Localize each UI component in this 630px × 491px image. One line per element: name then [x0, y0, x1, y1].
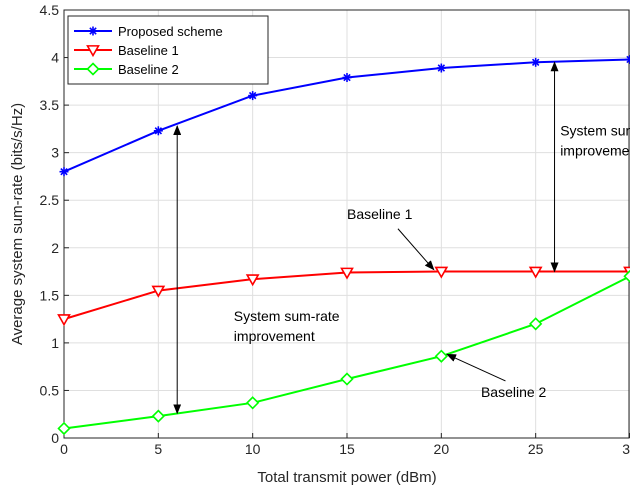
data-point — [153, 126, 163, 136]
legend-swatch-marker — [86, 62, 100, 76]
legend-entry-2: Baseline 1 — [74, 43, 179, 58]
annotation-text: Baseline 1 — [347, 206, 413, 222]
y-tick-label: 3 — [51, 145, 59, 161]
x-tick-label: 25 — [528, 441, 544, 457]
annotation-4: Baseline 2 — [446, 353, 547, 400]
y-tick-label: 0.5 — [40, 382, 60, 398]
x-axis-label: Total transmit power (dBm) — [257, 469, 436, 486]
data-point — [340, 267, 354, 280]
data-point — [529, 317, 543, 331]
data-point — [528, 266, 543, 279]
data-point — [59, 167, 69, 177]
data-point — [625, 54, 630, 64]
y-tick-label: 4.5 — [40, 2, 60, 18]
data-point — [436, 63, 446, 73]
x-tick-label: 30 — [622, 441, 630, 457]
annotation-text: improvement — [560, 143, 630, 159]
data-point — [57, 314, 71, 327]
annotation-arrow — [446, 353, 506, 382]
data-point — [151, 285, 166, 298]
data-point — [531, 57, 541, 67]
data-point — [248, 91, 258, 101]
legend-entry-1: Proposed scheme — [74, 24, 223, 39]
annotation-arrow — [397, 228, 435, 271]
x-tick-label: 10 — [245, 441, 261, 457]
y-tick-label: 0 — [51, 430, 59, 446]
annotation-text: System sum-rate — [560, 123, 630, 139]
annotation-text: Baseline 2 — [481, 384, 547, 400]
x-tick-label: 20 — [434, 441, 450, 457]
legend-label: Baseline 1 — [118, 43, 179, 58]
data-point — [57, 421, 71, 436]
legend-label: Proposed scheme — [118, 24, 223, 39]
annotation-text: improvement — [234, 328, 315, 344]
series-layer — [57, 54, 630, 436]
annotation-layer: System sum-rate improvement Baseline 1 Syst… — [173, 61, 630, 415]
plot-frame — [63, 9, 630, 439]
data-point — [151, 409, 165, 423]
y-tick-label: 4 — [51, 50, 59, 66]
annotation-3: System sum-rate improvement — [173, 125, 340, 415]
y-tick-label: 2 — [51, 240, 59, 256]
series-1 — [59, 54, 630, 177]
legend-swatch-marker — [86, 45, 100, 58]
annotation-text: System sum-rate — [234, 308, 340, 324]
x-tick-label: 5 — [154, 441, 162, 457]
annotation-2: Baseline 1 — [347, 206, 435, 271]
grid-layer — [63, 9, 630, 439]
legend: Proposed scheme Baseline 1 Baseline 2 — [67, 15, 269, 85]
data-point — [434, 349, 448, 363]
series-2 — [57, 266, 630, 327]
data-point — [623, 269, 630, 283]
data-point — [246, 396, 260, 410]
y-tick-label: 3.5 — [40, 97, 60, 113]
data-point — [340, 372, 354, 386]
x-tick-label: 15 — [339, 441, 355, 457]
data-point — [245, 274, 260, 287]
series-3 — [57, 269, 630, 436]
legend-label: Baseline 2 — [118, 62, 179, 77]
data-point — [342, 73, 352, 83]
plot-border — [63, 9, 630, 439]
annotation-1: System sum-rate improvement — [550, 61, 630, 273]
x-tick-label: 0 — [60, 441, 68, 457]
y-tick-label: 1 — [51, 335, 59, 351]
legend-entry-3: Baseline 2 — [74, 62, 179, 77]
legend-swatch-marker — [88, 26, 98, 36]
y-tick-label: 2.5 — [40, 192, 60, 208]
y-axis-label: Average system sum-rate (bits/s/Hz) — [9, 103, 26, 345]
tick-labels: 0 5 10 15 20 25 30 0 0.5 1 1.5 2 2.5 3 3.5 4 4.5 — [40, 2, 630, 457]
y-tick-label: 1.5 — [40, 287, 60, 303]
data-point — [434, 266, 449, 279]
